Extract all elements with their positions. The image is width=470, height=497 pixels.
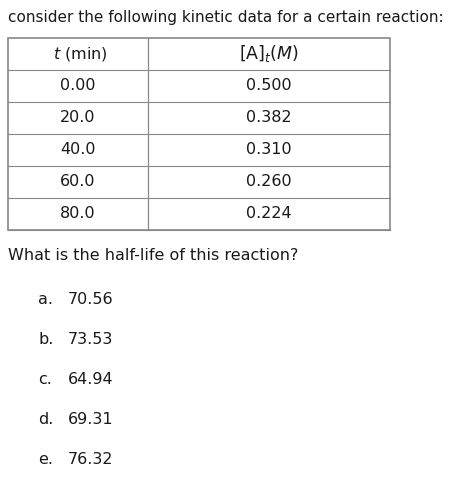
- Text: 64.94: 64.94: [68, 372, 114, 387]
- Text: 70.56: 70.56: [68, 292, 114, 307]
- Text: 0.310: 0.310: [246, 143, 292, 158]
- Text: 20.0: 20.0: [60, 110, 96, 126]
- Text: 0.382: 0.382: [246, 110, 292, 126]
- Text: 0.224: 0.224: [246, 206, 292, 222]
- Text: What is the half-life of this reaction?: What is the half-life of this reaction?: [8, 248, 298, 263]
- Text: 80.0: 80.0: [60, 206, 96, 222]
- Text: consider the following kinetic data for a certain reaction:: consider the following kinetic data for …: [8, 10, 444, 25]
- Text: $[\mathrm{A}]_t(M)$: $[\mathrm{A}]_t(M)$: [239, 44, 299, 65]
- Text: 0.500: 0.500: [246, 79, 292, 93]
- Text: 60.0: 60.0: [60, 174, 96, 189]
- Text: 69.31: 69.31: [68, 412, 114, 427]
- Text: 76.32: 76.32: [68, 452, 113, 467]
- Text: e.: e.: [38, 452, 53, 467]
- Text: 40.0: 40.0: [60, 143, 96, 158]
- Text: c.: c.: [38, 372, 52, 387]
- Text: 73.53: 73.53: [68, 332, 113, 347]
- Bar: [8, 38, 390, 230]
- Text: b.: b.: [38, 332, 54, 347]
- Text: d.: d.: [38, 412, 54, 427]
- Text: 0.00: 0.00: [60, 79, 96, 93]
- Text: 0.260: 0.260: [246, 174, 292, 189]
- Text: a.: a.: [38, 292, 53, 307]
- Text: $\mathit{t}$ (min): $\mathit{t}$ (min): [53, 45, 107, 63]
